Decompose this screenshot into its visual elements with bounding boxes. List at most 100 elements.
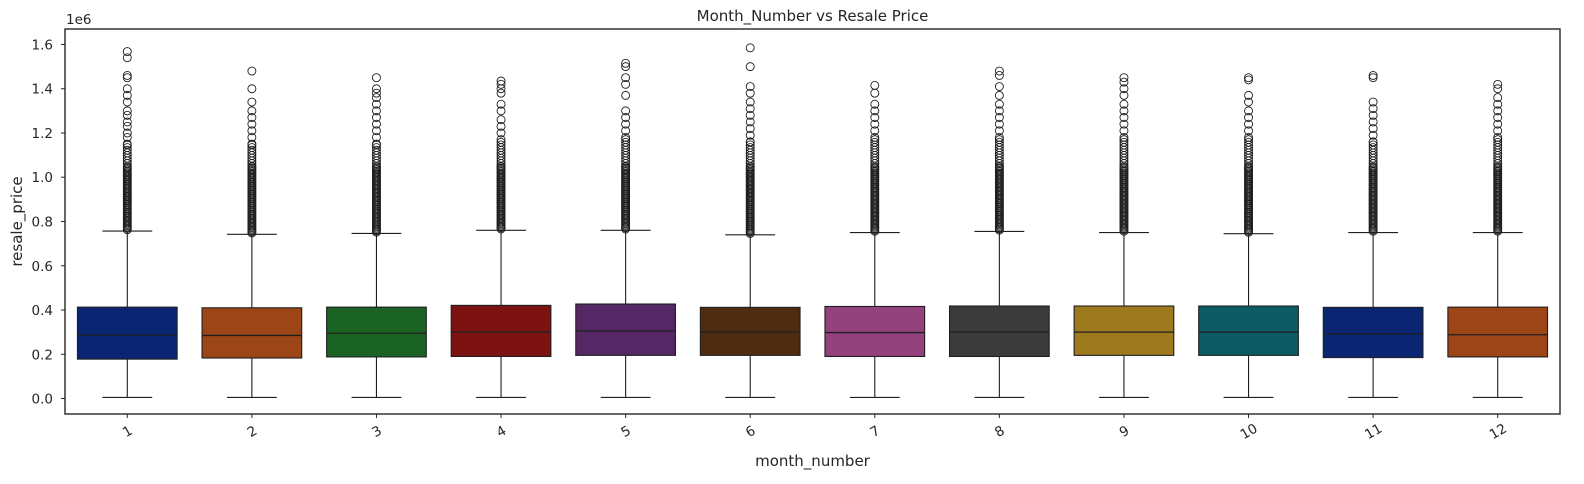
y-ticks-layer: 0.0 0.2 0.4 0.6 0.8 1.0 1.2 1.4 1.6 <box>32 37 65 408</box>
iqr-box <box>326 306 427 358</box>
box-group-month-11 <box>1322 71 1424 398</box>
outlier-point <box>994 140 1004 150</box>
outlier-point <box>745 137 755 147</box>
iqr-box <box>575 303 677 356</box>
outlier-point <box>1493 126 1503 136</box>
outlier-point <box>745 88 755 98</box>
outlier-point <box>1493 79 1503 89</box>
outlier-point <box>122 97 132 107</box>
y-tick-label: 0.2 <box>32 347 53 363</box>
outlier-point <box>1244 132 1253 142</box>
outlier-point <box>1368 71 1378 80</box>
box-group-month-10 <box>1198 73 1299 398</box>
outlier-point <box>870 140 880 150</box>
outlier-point <box>994 135 1004 145</box>
outlier-point <box>994 106 1004 116</box>
outlier-point <box>745 124 755 134</box>
y-axis-offset-text: 1e6 <box>66 12 91 28</box>
outlier-point <box>1119 132 1129 142</box>
outlier-point <box>745 82 755 91</box>
outlier-point <box>1493 140 1503 150</box>
outlier-point <box>745 140 755 150</box>
box-group-month-2 <box>201 66 303 398</box>
outlier-point <box>1119 119 1129 129</box>
outliers <box>122 47 132 235</box>
outlier-point <box>745 110 755 120</box>
outlier-point <box>1119 140 1129 150</box>
outlier-point <box>1493 135 1503 145</box>
outliers <box>621 58 631 234</box>
outlier-point <box>122 106 132 116</box>
outlier-point <box>372 113 381 122</box>
outlier-point <box>994 99 1004 109</box>
iqr-box <box>1073 305 1175 356</box>
x-tick-label: 12 <box>1487 421 1510 443</box>
outlier-point <box>1119 126 1129 136</box>
box-group-month-5 <box>575 58 677 398</box>
outlier-point <box>1244 137 1253 147</box>
outliers <box>1368 71 1378 236</box>
outlier-point <box>372 73 381 83</box>
outlier-point <box>496 121 506 131</box>
outlier-point <box>247 84 257 94</box>
outliers <box>1493 79 1503 236</box>
outlier-point <box>1119 137 1129 147</box>
outlier-point <box>372 119 381 129</box>
outlier-point <box>372 99 381 109</box>
outlier-point <box>1244 73 1253 83</box>
outlier-point <box>122 53 132 63</box>
x-tick-label: 11 <box>1362 421 1385 443</box>
outlier-point <box>621 137 631 147</box>
outlier-point <box>247 143 257 153</box>
outlier-point <box>621 132 631 142</box>
outlier-point <box>122 73 132 83</box>
outlier-point <box>745 117 755 127</box>
outlier-point <box>994 82 1004 91</box>
outlier-point <box>994 71 1004 80</box>
outlier-point <box>621 62 631 72</box>
outlier-point <box>1493 137 1503 147</box>
outlier-point <box>1368 140 1378 150</box>
outliers <box>994 66 1004 235</box>
outlier-point <box>496 79 506 89</box>
outlier-point <box>372 126 381 136</box>
outlier-point <box>621 79 631 89</box>
outliers <box>372 73 381 237</box>
outlier-point <box>870 88 880 98</box>
iqr-box <box>76 306 178 360</box>
outlier-point <box>1368 117 1378 127</box>
outlier-point <box>122 140 132 150</box>
outlier-point <box>994 137 1004 147</box>
y-tick-label: 1.6 <box>32 37 53 53</box>
outlier-point <box>247 145 257 155</box>
iqr-box <box>948 305 1050 358</box>
y-tick-label: 1.4 <box>32 82 53 98</box>
outlier-point <box>745 143 755 153</box>
outlier-point <box>372 143 381 153</box>
outlier-point <box>1244 126 1253 136</box>
iqr-box <box>1322 306 1424 359</box>
outlier-point <box>994 126 1004 136</box>
box-group-month-7 <box>824 80 926 398</box>
outlier-point <box>372 84 381 94</box>
outlier-point <box>621 106 631 116</box>
outlier-point <box>247 97 257 107</box>
outlier-point <box>372 106 381 116</box>
outlier-point <box>870 126 880 136</box>
outlier-point <box>496 137 506 147</box>
outlier-point <box>870 119 880 129</box>
outlier-point <box>372 145 381 155</box>
outlier-point <box>1368 137 1378 147</box>
outlier-point <box>1493 99 1503 109</box>
outlier-point <box>496 140 506 150</box>
outlier-point <box>1493 113 1503 122</box>
outlier-point <box>247 126 257 136</box>
chart-title: Month_Number vs Resale Price <box>697 7 929 26</box>
y-tick-label: 0.0 <box>32 392 53 408</box>
box-group-month-3 <box>326 73 427 398</box>
outlier-point <box>247 113 257 122</box>
outlier-point <box>1493 106 1503 116</box>
box-group-month-4 <box>450 76 552 398</box>
outlier-point <box>621 119 631 129</box>
